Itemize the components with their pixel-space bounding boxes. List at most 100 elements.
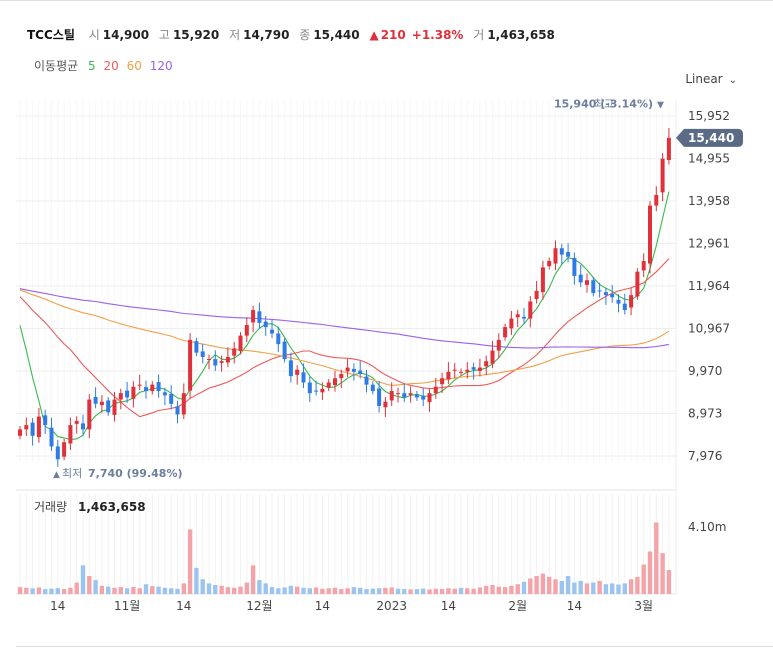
candles [18,128,671,467]
candle-body [440,378,445,385]
volume-bar [238,586,243,594]
candle-body [156,382,161,392]
volume-bar [225,587,231,594]
candle-body [326,382,331,388]
candle-body [257,311,262,323]
volume-bar [269,587,275,594]
candle-body [339,373,344,379]
candle-body [333,378,337,386]
date-axis: 14 11월 14 12월 14 2023 14 2월 14 3월 [50,599,653,613]
candle-body [509,318,514,329]
candle-body [24,425,29,430]
candle-body [74,420,79,424]
candle-body [282,341,287,360]
volume-bar [477,587,483,594]
volume-bar [49,588,54,594]
candle-body [389,391,394,401]
volume-bar [244,582,249,594]
candle-body [194,341,199,353]
volume-tick-label: 4.10m [688,520,726,534]
scale-toggle-button[interactable]: Linear ⌄ [685,72,737,86]
candle-body [402,393,407,398]
candle-body [169,394,174,404]
volume-bar [131,586,136,594]
candle-body [112,399,117,415]
date-tick-label: 12월 [246,599,272,613]
volume-bar [654,522,659,594]
candle-body [414,394,419,398]
candle-body [616,299,621,304]
volume-bar [332,587,338,594]
volume-bar [389,587,394,594]
ma-120-label: 120 [149,59,173,73]
candle-body [540,267,545,293]
volume-bar [326,588,331,594]
volume-bar [345,588,350,594]
candle-body [288,360,293,377]
volume-bar [87,576,92,594]
volume-bar [250,565,256,594]
candle-body [213,359,218,366]
volume-bar [162,587,168,594]
volume-bar [622,583,627,594]
volume-bar [36,587,42,594]
volume-bar [232,587,237,594]
candle-body [585,280,589,285]
candle-body [175,406,180,415]
candle-body [251,310,256,323]
candle-body [87,399,92,430]
candle-body [528,301,533,319]
high-label: 고 [158,28,170,42]
volume-bar [301,587,306,594]
price-tick-label: 12,961 [688,237,730,251]
volume-bar [187,529,193,594]
candle-body [534,290,539,299]
candle-body [200,351,205,357]
open-label: 시 [88,28,100,42]
volume-bar [502,587,508,594]
volume-bar [383,587,388,594]
candle-body [295,369,300,375]
volume-bar [421,588,426,594]
candle-body [358,370,363,374]
candle-body [125,390,130,398]
candle-body [471,367,476,370]
volume-bar [534,576,539,594]
candle-body [207,359,211,361]
candle-body [81,423,85,430]
volume-bar [106,586,111,594]
candle-body [307,382,312,394]
volume-bar [565,576,571,594]
candle-body [666,137,671,160]
volume-bar [358,587,363,594]
candle-body [370,384,375,392]
candle-body [459,371,463,373]
price-tick-label: 13,958 [688,194,730,208]
volume-bar [509,585,514,594]
candle-body [93,397,98,404]
candle-body [49,427,54,447]
volume-bar [559,580,564,594]
volume-bar [370,588,375,594]
candle-body [68,425,73,444]
candle-body [238,335,243,351]
candle-body [484,361,489,367]
moving-average-legend[interactable]: 이동평균 5 20 60 120 [34,57,177,74]
volume-value: 1,463,658 [487,28,555,42]
ma-5-label: 5 [88,59,96,73]
price-tick-label: 11,964 [688,279,730,293]
candle-body [654,194,659,206]
candle-body [162,392,167,396]
volume-bar [515,584,520,594]
ma-120-line [19,288,670,349]
volume-bar [156,586,161,594]
volume-bar [641,564,646,594]
volume-bar [295,586,300,594]
candle-body [515,314,520,318]
volume-bar [74,582,79,594]
candle-body [503,327,508,338]
candle-body [496,339,501,351]
candle-body [408,393,413,395]
volume-bar [313,587,319,594]
